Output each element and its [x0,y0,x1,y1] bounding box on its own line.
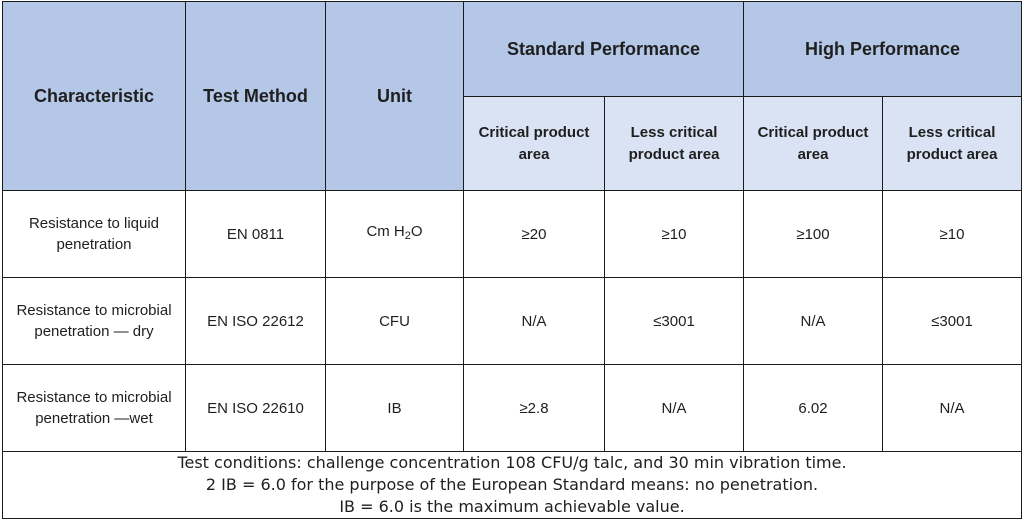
cell-std-critical: ≥2.8 [463,364,605,452]
cell-high-critical: N/A [743,277,883,365]
header-row-sub: Critical product area Less critical prod… [3,96,1023,191]
note-line: 2 IB = 6.0 for the purpose of the Europe… [205,475,819,494]
cell-characteristic: Resistance to liquid penetration [2,190,186,278]
header-characteristic: Characteristic [2,1,186,191]
unit-base-text: Cm H [366,223,405,240]
cell-high-less-critical: ≥10 [881,190,1023,278]
performance-requirements-table: Characteristic Test Method Unit Standard… [1,1,1023,519]
cell-std-less-critical: ≤3001 [604,277,744,365]
header-high-less-critical: Less critical product area [881,96,1023,191]
header-high-critical: Critical product area [743,96,883,191]
table-row: Resistance to microbial penetration — dr… [2,277,1023,365]
cell-test-method: EN 0811 [185,190,326,278]
unit-tail-text: O [410,223,423,240]
cell-std-critical: ≥20 [463,190,605,278]
notes-cell: Test conditions: challenge concentration… [1,451,1023,519]
cell-std-less-critical: N/A [604,364,744,452]
cell-unit: Cm H2O [325,190,464,278]
cell-std-critical: N/A [463,277,605,365]
header-std-less-critical: Less critical product area [604,96,744,191]
header-row-group: Characteristic Test Method Unit Standard… [2,1,1023,191]
cell-test-method: EN ISO 22612 [185,277,326,365]
cell-high-critical: ≥100 [743,190,883,278]
cell-unit: CFU [325,277,464,365]
cell-high-less-critical: ≤3001 [881,277,1023,365]
header-standard-performance: Standard Performance [463,1,744,97]
header-std-critical: Critical product area [463,96,605,191]
cell-high-less-critical: N/A [881,364,1023,452]
cell-std-less-critical: ≥10 [604,190,744,278]
notes-row: Test conditions: challenge concentration… [1,451,1023,519]
note-line: Test conditions: challenge concentration… [177,453,847,472]
cell-unit: IB [325,364,464,452]
cell-characteristic: Resistance to microbial penetration —wet [2,364,186,452]
note-line: IB = 6.0 is the maximum achievable value… [339,497,685,516]
header-test-method: Test Method [185,1,326,191]
unit-subscript: 2 [404,230,411,242]
table-row: Resistance to liquid penetration EN 0811… [2,190,1023,278]
cell-test-method: EN ISO 22610 [185,364,326,452]
header-unit: Unit [325,1,464,191]
cell-characteristic: Resistance to microbial penetration — dr… [2,277,186,365]
header-high-performance: High Performance [742,1,1023,97]
table-row: Resistance to microbial penetration —wet… [2,364,1023,452]
cell-high-critical: 6.02 [743,364,883,452]
